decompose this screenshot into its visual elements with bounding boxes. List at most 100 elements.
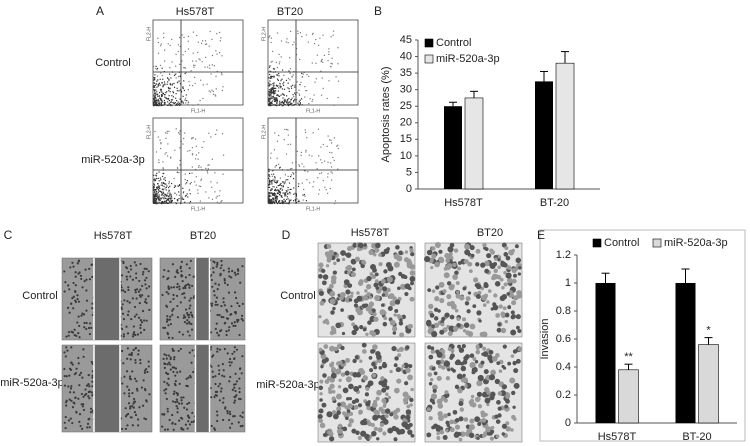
event-dot xyxy=(269,65,270,66)
cell xyxy=(359,279,364,284)
cell xyxy=(506,256,511,261)
event-dot xyxy=(209,46,210,47)
event-dot xyxy=(154,83,155,84)
cell xyxy=(446,294,451,299)
event-dot xyxy=(270,77,271,78)
panel-label: D xyxy=(282,228,291,242)
event-dot xyxy=(170,198,171,199)
event-dot xyxy=(165,198,166,199)
cell xyxy=(359,325,363,329)
cell xyxy=(176,286,178,288)
cell xyxy=(65,416,67,418)
event-dot xyxy=(161,82,162,83)
cell xyxy=(241,425,243,427)
cell xyxy=(131,392,133,394)
cell xyxy=(476,437,479,440)
cell xyxy=(462,287,466,291)
event-dot xyxy=(305,90,306,91)
event-dot xyxy=(164,104,165,105)
cell xyxy=(482,243,486,247)
event-dot xyxy=(153,80,154,81)
cell xyxy=(515,244,519,248)
event-dot xyxy=(306,200,307,201)
event-dot xyxy=(192,85,193,86)
cell xyxy=(224,348,226,350)
cell xyxy=(91,394,93,396)
cell xyxy=(498,407,502,411)
cell xyxy=(64,422,66,424)
event-dot xyxy=(327,98,328,99)
event-dot xyxy=(202,61,203,62)
event-dot xyxy=(188,101,189,102)
event-dot xyxy=(164,50,165,51)
event-dot xyxy=(160,72,161,73)
event-dot xyxy=(203,141,204,142)
event-dot xyxy=(167,193,168,194)
event-dot xyxy=(219,190,220,191)
cell xyxy=(68,288,70,290)
event-dot xyxy=(213,94,214,95)
event-dot xyxy=(297,151,298,152)
cell xyxy=(218,334,220,336)
event-dot xyxy=(312,186,313,187)
event-dot xyxy=(309,182,310,183)
cell xyxy=(133,407,135,409)
event-dot xyxy=(306,179,307,180)
cell xyxy=(464,249,470,255)
event-dot xyxy=(158,84,159,85)
cell xyxy=(424,256,430,262)
event-dot xyxy=(158,189,159,190)
event-dot xyxy=(194,65,195,66)
cell xyxy=(456,291,459,294)
cell xyxy=(483,283,488,288)
cell xyxy=(135,347,137,349)
cell xyxy=(234,399,236,401)
cell xyxy=(187,420,189,422)
cell xyxy=(171,314,173,316)
cell xyxy=(144,268,146,270)
cell xyxy=(492,356,498,362)
event-dot xyxy=(153,85,154,86)
event-dot xyxy=(183,102,184,103)
cell xyxy=(470,324,476,330)
cell xyxy=(80,278,82,280)
event-dot xyxy=(208,133,209,134)
event-dot xyxy=(214,65,215,66)
event-dot xyxy=(303,199,304,200)
row-label: miR-520a-3p xyxy=(256,379,320,391)
cell xyxy=(125,428,127,430)
cell xyxy=(409,276,415,282)
event-dot xyxy=(183,191,184,192)
cell xyxy=(220,387,222,389)
event-dot xyxy=(294,104,295,105)
event-dot xyxy=(292,85,293,86)
cell xyxy=(91,361,93,363)
event-dot xyxy=(312,62,313,63)
event-dot xyxy=(277,67,278,68)
cell xyxy=(176,371,178,373)
cell xyxy=(75,301,77,303)
wound-gap xyxy=(196,258,210,340)
cell xyxy=(86,426,88,428)
cell xyxy=(133,325,135,327)
cell xyxy=(375,273,379,277)
cell xyxy=(238,387,240,389)
cell xyxy=(123,299,125,301)
cell xyxy=(70,385,72,387)
cell xyxy=(131,405,133,407)
cell xyxy=(131,370,133,372)
cell xyxy=(397,314,401,318)
cell xyxy=(140,332,142,334)
y-tick-label: 10 xyxy=(400,150,412,162)
event-dot xyxy=(287,189,288,190)
cell xyxy=(345,289,350,294)
cell xyxy=(473,277,478,282)
event-dot xyxy=(270,153,271,154)
event-dot xyxy=(302,163,303,164)
event-dot xyxy=(165,132,166,133)
cell xyxy=(319,348,323,352)
cell xyxy=(217,365,219,367)
event-dot xyxy=(324,161,325,162)
cell xyxy=(357,247,361,251)
event-dot xyxy=(154,178,155,179)
